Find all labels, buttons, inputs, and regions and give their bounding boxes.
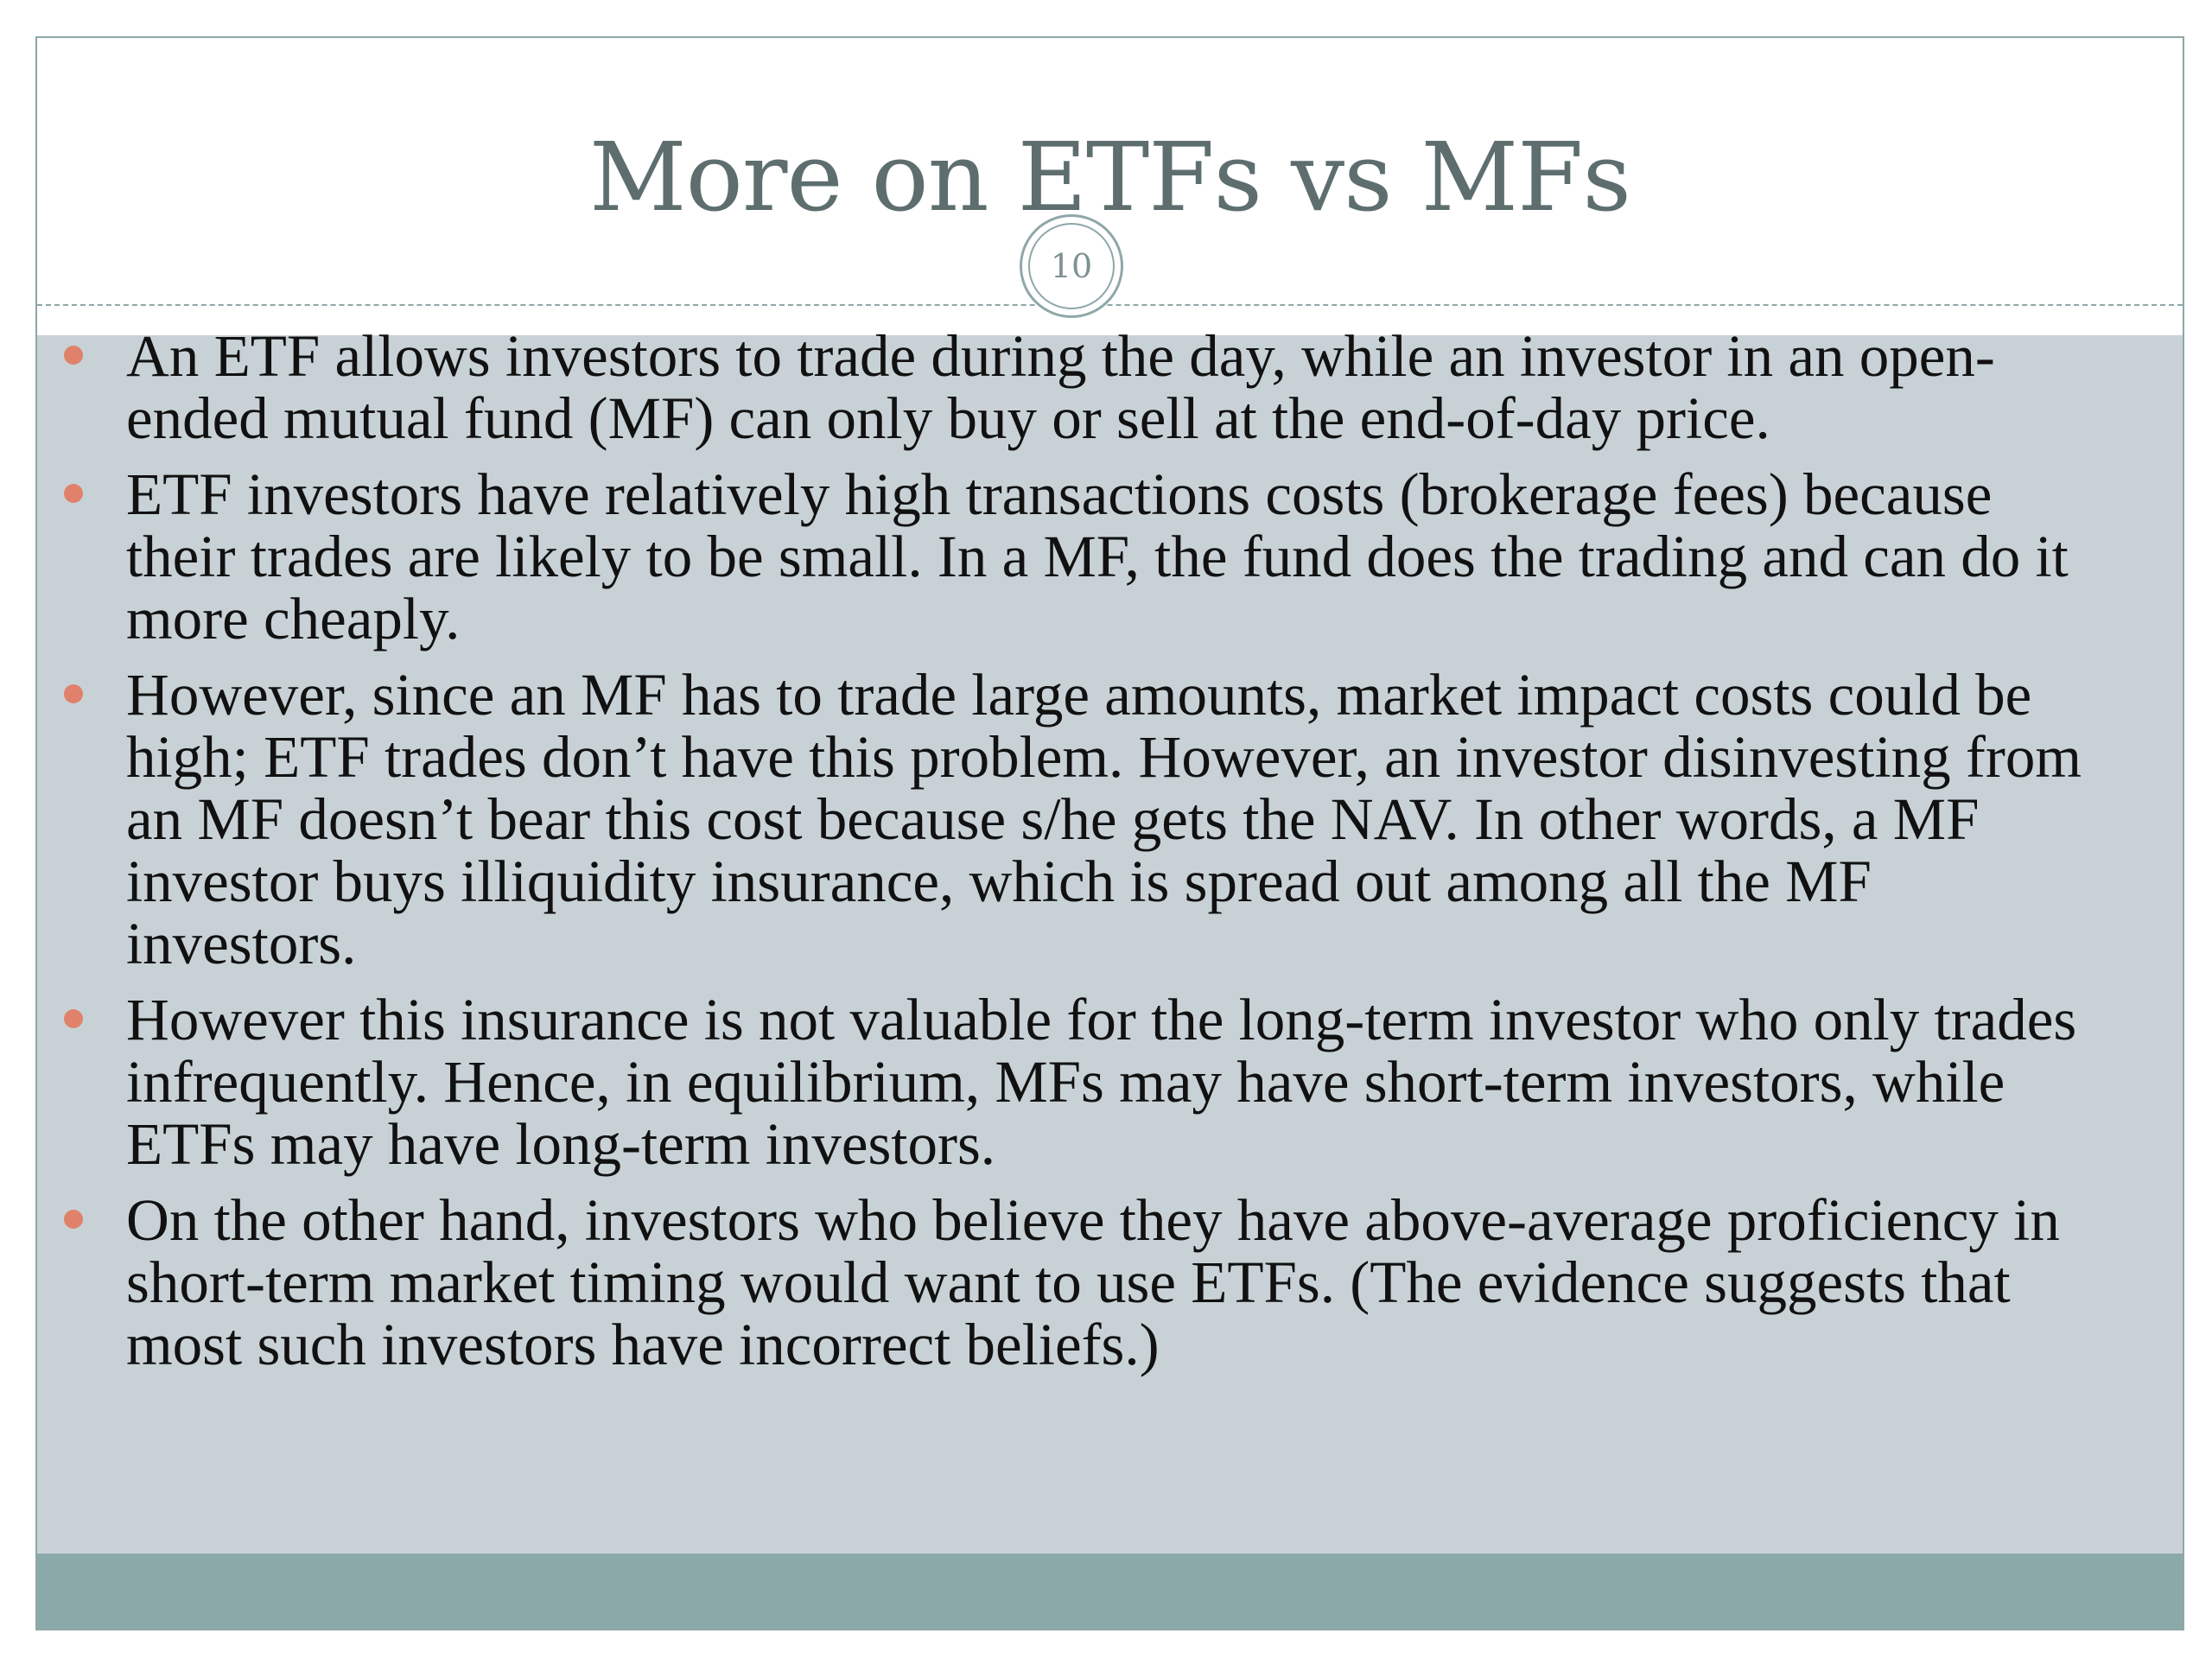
bullet-dot-icon	[64, 1009, 83, 1028]
bullet-list: An ETF allows investors to trade during …	[64, 323, 2113, 1389]
slide-title: More on ETFs vs MFs	[589, 122, 1631, 232]
title-divider	[37, 304, 2183, 306]
bullet-text: On the other hand, investors who believe…	[126, 1187, 2060, 1377]
bullet-item: However, since an MF has to trade large …	[64, 662, 2113, 976]
bullet-item: On the other hand, investors who believe…	[64, 1187, 2113, 1377]
slide: More on ETFs vs MFs	[35, 36, 2184, 1630]
footer-band	[37, 1554, 2183, 1629]
bullet-dot-icon	[64, 684, 83, 703]
bullet-dot-icon	[64, 484, 83, 503]
bullet-text: ETF investors have relatively high trans…	[126, 461, 2069, 652]
bullet-text: An ETF allows investors to trade during …	[126, 323, 1995, 451]
bullet-text: However this insurance is not valuable f…	[126, 987, 2077, 1177]
bullet-item: ETF investors have relatively high trans…	[64, 461, 2113, 652]
bullet-item: An ETF allows investors to trade during …	[64, 323, 2113, 451]
bullet-dot-icon	[64, 1210, 83, 1229]
bullet-text: However, since an MF has to trade large …	[126, 662, 2082, 976]
bullet-dot-icon	[64, 346, 83, 365]
page-number-badge: 10	[1020, 214, 1123, 318]
content-area	[37, 335, 2183, 1585]
bullet-item: However this insurance is not valuable f…	[64, 987, 2113, 1177]
page-number: 10	[1028, 223, 1115, 309]
